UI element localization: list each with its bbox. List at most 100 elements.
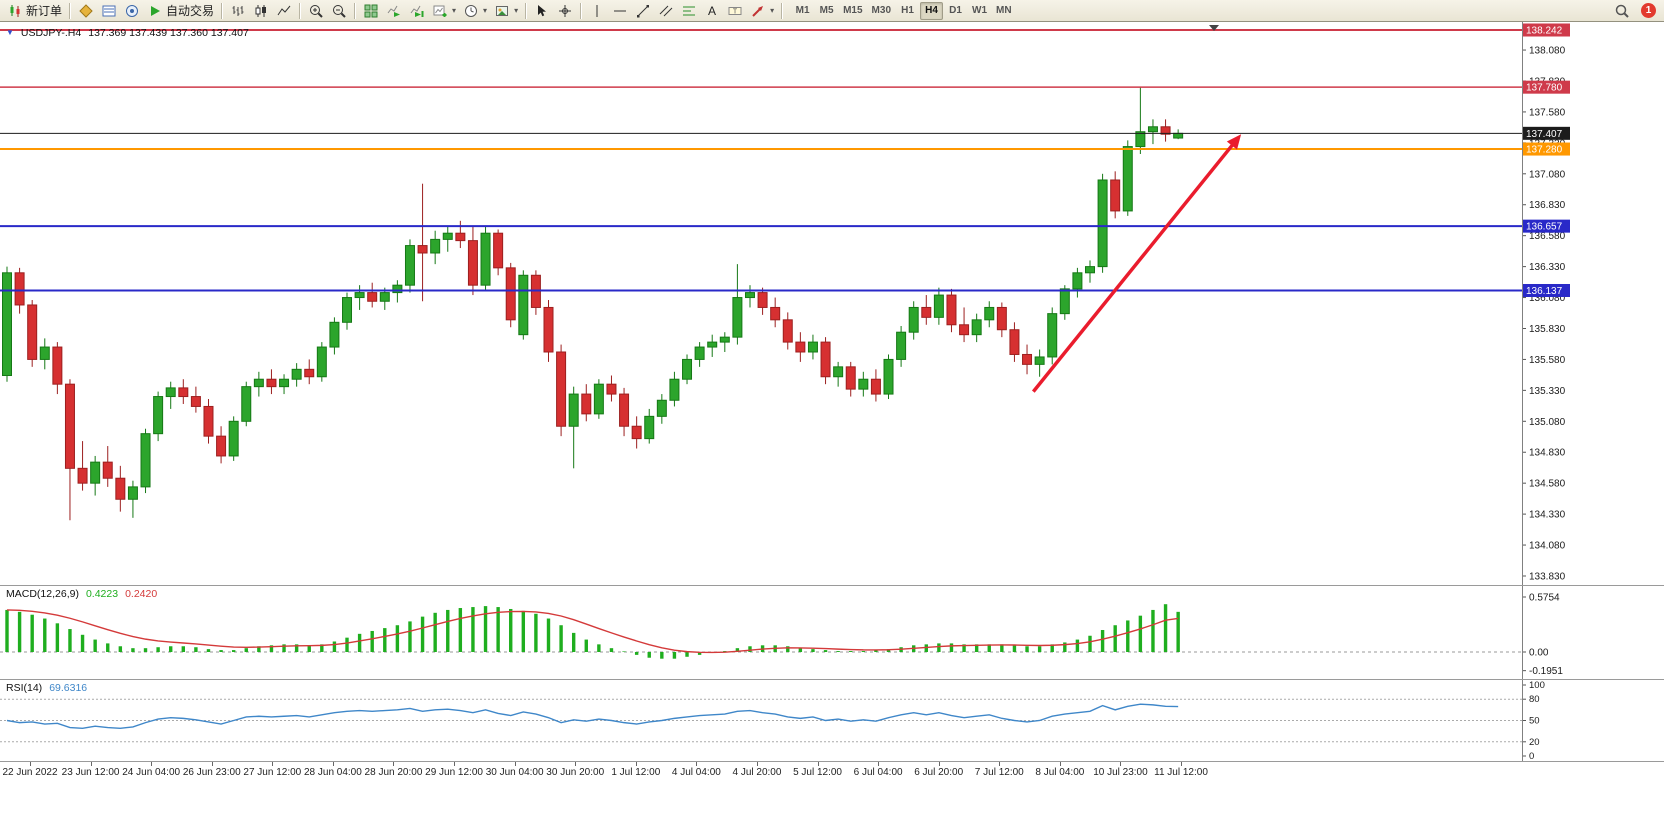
auto-trading-button[interactable]: 自动交易: [144, 1, 217, 21]
time-tick: [211, 762, 213, 766]
zoom-in-button[interactable]: [305, 1, 327, 21]
svg-text:137.280: 137.280: [1526, 145, 1563, 156]
macd-title: MACD(12,26,9) 0.4223 0.2420: [6, 588, 157, 600]
data-window-icon: [101, 3, 117, 19]
search-button[interactable]: [1611, 1, 1633, 21]
macd-signal-line: [6, 609, 1179, 654]
time-axis-label: 26 Jun 23:00: [182, 767, 241, 778]
navigator-icon: [124, 3, 140, 19]
timeframe-w1-button[interactable]: W1: [968, 2, 991, 20]
chart-symbol: USDJPY-.H4: [20, 27, 82, 39]
navigator-button[interactable]: [121, 1, 143, 21]
bar-chart-button[interactable]: [227, 1, 249, 21]
chart-title: ▼ USDJPY-.H4 137.369 137.439 137.360 137…: [6, 27, 249, 39]
notification-badge[interactable]: 1: [1641, 3, 1656, 18]
cursor-icon: [534, 3, 550, 19]
toolbar-separator: [354, 2, 357, 19]
macd-axis-label: 0.5754: [1529, 592, 1560, 603]
text-icon: A: [704, 3, 720, 19]
timeframe-h1-button[interactable]: H1: [896, 2, 919, 20]
vertical-line-button[interactable]: [586, 1, 608, 21]
text-button[interactable]: A: [701, 1, 723, 21]
time-axis-label: 23 Jun 12:00: [61, 767, 120, 778]
search-icon: [1614, 3, 1630, 19]
toolbar-separator: [69, 2, 72, 19]
templates-button[interactable]: ▾: [491, 1, 521, 21]
dropdown-caret-icon: ▾: [770, 6, 775, 15]
trendline-button[interactable]: [632, 1, 654, 21]
svg-text:137.780: 137.780: [1526, 83, 1563, 94]
time-tick: [30, 762, 31, 766]
panel-splitter[interactable]: [0, 585, 1664, 586]
new-chart-button[interactable]: ▾: [429, 1, 459, 21]
candlestick-button[interactable]: [250, 1, 272, 21]
time-axis[interactable]: 22 Jun 2022 23 Jun 12:00 24 Jun 04:00 26 Ju…: [0, 761, 1664, 782]
price-tag: 137.407: [1523, 126, 1570, 140]
chart-ohlc: 137.369 137.439 137.360 137.407: [88, 27, 249, 39]
zoom-out-icon: [331, 3, 347, 19]
timeframe-m1-button[interactable]: M1: [791, 2, 814, 20]
time-tick: [635, 762, 637, 766]
bar-chart-icon: [230, 3, 246, 19]
chart-shift-marker-icon[interactable]: [1209, 25, 1219, 31]
rsi-line: [6, 703, 1179, 730]
time-axis-label: 30 Jun 20:00: [546, 767, 605, 778]
time-tick: [393, 762, 395, 766]
horizontal-line-button[interactable]: [609, 1, 631, 21]
price-axis-label: 134.580: [1529, 479, 1566, 490]
auto-scroll-button[interactable]: [383, 1, 405, 21]
price-tag: 137.780: [1523, 80, 1570, 94]
time-tick: [756, 762, 758, 766]
rsi-axis-label: 0: [1529, 751, 1534, 761]
time-tick: [272, 762, 274, 766]
new-order-button-label: 新订单: [26, 4, 63, 18]
data-window-button[interactable]: [98, 1, 120, 21]
price-axis-label: 136.830: [1529, 200, 1566, 211]
price-axis-label: 133.830: [1529, 571, 1566, 582]
market-watch-button[interactable]: [75, 1, 97, 21]
time-tick: [332, 762, 334, 766]
shapes-button[interactable]: ▾: [747, 1, 777, 21]
rsi-chart[interactable]: 100 80 50 20 0: [0, 680, 1664, 761]
timeframe-m5-button[interactable]: M5: [815, 2, 838, 20]
channel-button[interactable]: [655, 1, 677, 21]
line-chart-button[interactable]: [273, 1, 295, 21]
macd-panel: 0.5754 0.00 -0.1951 MACD(12,26,9) 0.4223 0…: [0, 586, 1664, 679]
candles-series: [2, 87, 1184, 521]
price-axis-label: 135.330: [1529, 386, 1566, 397]
time-axis-label: 10 Jul 23:00: [1093, 767, 1148, 778]
timeframe-d1-button[interactable]: D1: [944, 2, 967, 20]
svg-text:136.657: 136.657: [1526, 222, 1563, 233]
timeframe-m30-button[interactable]: M30: [868, 2, 895, 20]
crosshair-button[interactable]: [554, 1, 576, 21]
candlestick-chart[interactable]: 138.080137.830137.580137.330137.080136.8…: [0, 22, 1664, 585]
panel-splitter[interactable]: [0, 679, 1664, 680]
chart-shift-button[interactable]: [406, 1, 428, 21]
zoom-out-button[interactable]: [328, 1, 350, 21]
time-axis-label: 6 Jul 04:00: [853, 767, 903, 778]
timeframe-mn-button[interactable]: MN: [992, 2, 1016, 20]
periods-button[interactable]: ▾: [460, 1, 490, 21]
fibonacci-button[interactable]: [678, 1, 700, 21]
new-order-button[interactable]: 新订单: [4, 1, 65, 21]
timeframe-m15-button[interactable]: M15: [839, 2, 866, 20]
chart-shift-icon: [409, 3, 425, 19]
timeframe-group: M1 M5 M15 M30 H1 H4 D1 W1 MN: [791, 1, 1016, 20]
toolbar: 新订单 自动交易 ▾ ▾ ▾ A T ▾ M1 M5 M15 M30 H1 H4 D1 W1 MN 1: [0, 0, 1664, 22]
price-axis-label: 136.580: [1529, 231, 1566, 242]
text-label-button[interactable]: T: [724, 1, 746, 21]
price-axis-label: 136.330: [1529, 262, 1566, 273]
price-axis-label: 138.080: [1529, 46, 1566, 57]
time-tick: [999, 762, 1001, 766]
rsi-axis-label: 20: [1529, 737, 1540, 748]
time-axis-label: 22 Jun 2022: [2, 767, 58, 778]
trend-arrow-annotation[interactable]: [1031, 134, 1242, 393]
channel-icon: [658, 3, 674, 19]
price-axis-label: 137.080: [1529, 169, 1566, 180]
dropdown-caret-icon: ▾: [452, 6, 457, 15]
price-axis-label: 134.830: [1529, 448, 1566, 459]
cursor-button[interactable]: [531, 1, 553, 21]
tile-windows-button[interactable]: [360, 1, 382, 21]
timeframe-h4-button[interactable]: H4: [920, 1, 943, 20]
macd-chart[interactable]: 0.5754 0.00 -0.1951: [0, 586, 1664, 679]
